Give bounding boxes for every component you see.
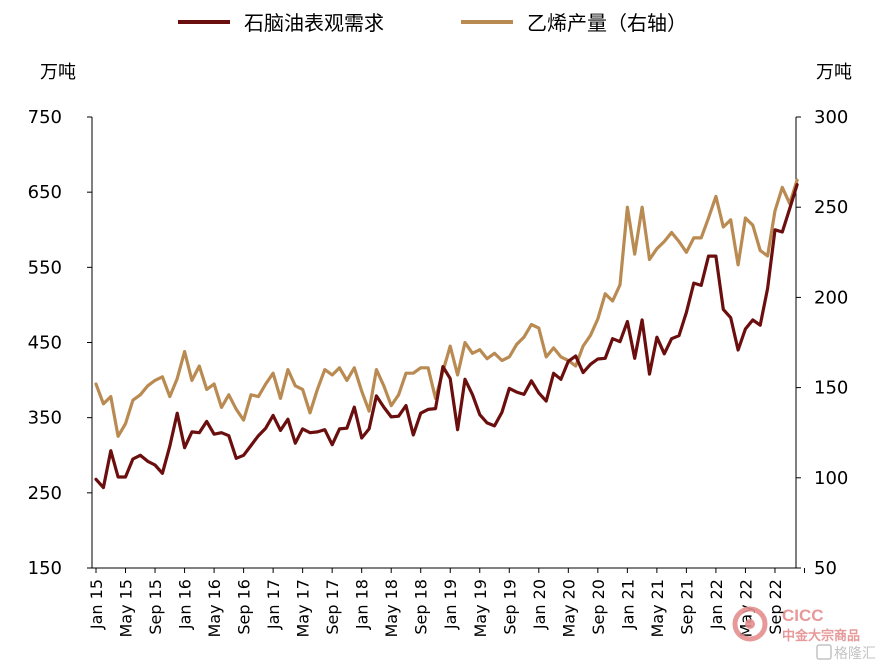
left-axis-unit: 万吨 [40, 62, 76, 83]
watermark-source-tag: 格隆汇 [834, 646, 876, 662]
x-tick-label: May 20 [559, 579, 578, 638]
x-tick-label: Jan 21 [618, 579, 637, 630]
watermark-logo-core [745, 619, 755, 629]
left-tick-label: 550 [28, 257, 62, 278]
right-axis-unit: 万吨 [816, 62, 852, 83]
x-tick-label: Sep 17 [323, 579, 342, 635]
left-tick-label: 750 [28, 107, 62, 128]
legend: 石脑油表观需求 乙烯产量（右轴） [178, 11, 687, 35]
x-tick-label: Jan 17 [264, 579, 283, 630]
x-tick-label: May 19 [471, 579, 490, 638]
x-tick-label: May 17 [294, 579, 313, 638]
left-tick-label: 250 [28, 483, 62, 504]
x-tick-label: Sep 16 [235, 579, 254, 635]
right-tick-label: 250 [814, 197, 848, 218]
right-tick-label: 50 [814, 558, 837, 579]
left-tick-label: 350 [28, 408, 62, 429]
left-tick-label: 650 [28, 182, 62, 203]
x-tick-label: May 16 [205, 579, 224, 638]
x-tick-label: Jan 18 [353, 579, 372, 630]
left-tick-label: 150 [28, 558, 62, 579]
right-tick-label: 200 [814, 287, 848, 308]
x-tick-label: Sep 21 [677, 579, 696, 635]
left-tick-label: 450 [28, 333, 62, 354]
watermark-logo-icon [732, 606, 768, 642]
watermark-source-icon [816, 644, 832, 660]
x-tick-label: Sep 22 [766, 579, 785, 635]
watermark: CICC 中金大宗商品 格隆汇 [732, 606, 876, 662]
left-axis-ticks: 750 650 550 450 350 250 150 [28, 107, 92, 579]
right-tick-label: 300 [814, 107, 848, 128]
watermark-brand-cn: 中金大宗商品 [782, 628, 860, 644]
x-tick-label: May 15 [117, 579, 136, 638]
x-tick-label: Sep 20 [589, 579, 608, 635]
x-tick-label: Jan 20 [530, 579, 549, 630]
x-tick-label: May 18 [382, 579, 401, 638]
legend-label-ethylene: 乙烯产量（右轴） [527, 11, 687, 35]
x-axis-ticks: Jan 15 May 15 Sep 15 Jan 16 May 16 Sep 16 Jan … [87, 568, 805, 638]
right-axis-ticks: 300 250 200 150 100 50 [796, 107, 848, 579]
x-tick-label: Jan 19 [441, 579, 460, 630]
x-tick-label: Sep 18 [412, 579, 431, 635]
x-tick-label: Sep 19 [500, 579, 519, 635]
series-line-ethylene [94, 178, 799, 438]
watermark-brand-latin: CICC [782, 606, 824, 625]
right-tick-label: 100 [814, 468, 848, 489]
series-line-naphtha [94, 183, 799, 490]
x-tick-label: Sep 15 [146, 579, 165, 635]
x-tick-label: Jan 16 [176, 579, 195, 630]
right-tick-label: 150 [814, 378, 848, 399]
x-tick-label: Jan 22 [707, 579, 726, 630]
x-tick-label: Jan 15 [87, 579, 106, 630]
legend-label-naphtha: 石脑油表观需求 [244, 11, 384, 35]
series-layer [94, 178, 799, 490]
x-tick-label: May 21 [648, 579, 667, 638]
